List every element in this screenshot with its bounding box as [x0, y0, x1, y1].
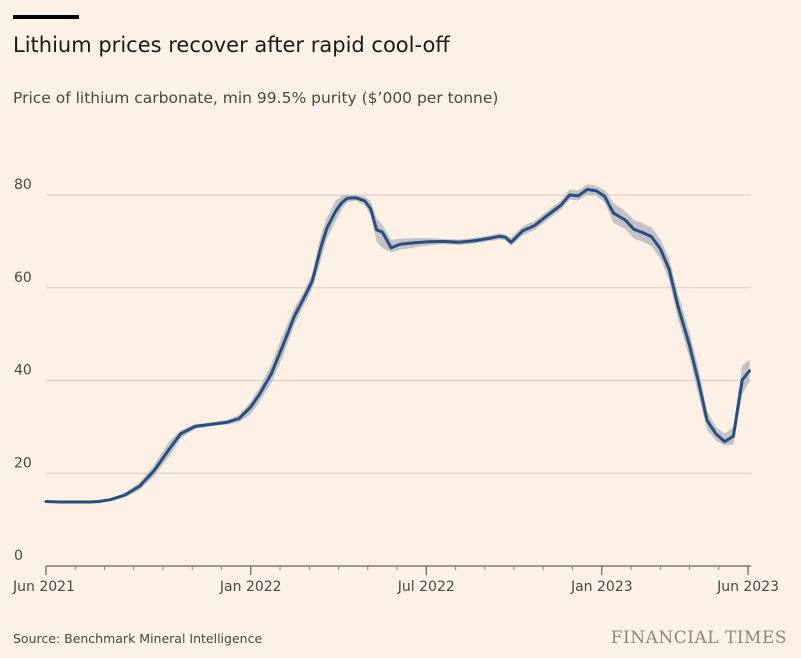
x-tick-label: Jan 2023 — [570, 579, 633, 595]
y-tick-label: 80 — [14, 177, 32, 193]
price-series-line — [44, 187, 751, 504]
y-tick-label: 20 — [14, 455, 32, 471]
source-note: Source: Benchmark Mineral Intelligence — [13, 631, 263, 646]
ft-brand-logo: FINANCIAL TIMES — [610, 628, 787, 648]
y-tick-label: 0 — [14, 548, 23, 564]
gridlines — [46, 194, 751, 474]
x-axis: Jun 2021 Jan 2022 Jul 2022 Jan 2023 Jun 2023 — [12, 565, 779, 595]
x-tick-label: Jan 2022 — [219, 579, 282, 595]
ft-top-rule — [13, 15, 79, 19]
chart-subtitle: Price of lithium carbonate, min 99.5% pu… — [13, 89, 499, 107]
chart-title: Lithium prices recover after rapid cool-… — [13, 33, 450, 57]
y-tick-label: 40 — [14, 363, 32, 379]
x-tick-label: Jun 2021 — [12, 579, 75, 595]
x-tick-label: Jun 2023 — [716, 579, 779, 595]
x-tick-label: Jul 2022 — [397, 579, 455, 595]
y-tick-label: 60 — [14, 270, 32, 286]
y-axis-labels: 0 20 40 60 80 — [14, 177, 32, 564]
